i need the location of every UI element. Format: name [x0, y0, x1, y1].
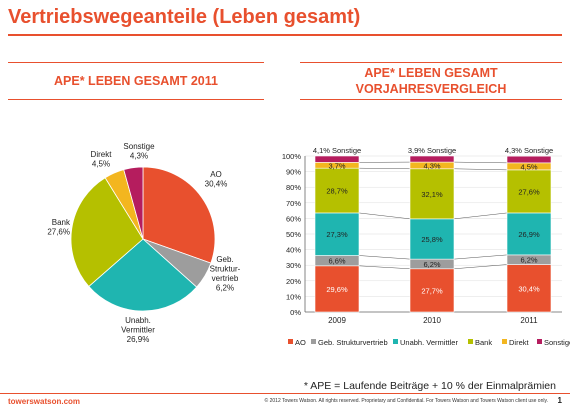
- legend-label-ao: AO: [295, 338, 306, 347]
- bar-label-geb-strukturvertrieb-2010: 6,2%: [423, 260, 440, 269]
- bar-segment-sonstige-2010: [410, 156, 454, 162]
- legend-label-unabh-vermittler: Unabh. Vermittler: [400, 338, 458, 347]
- bar-label-ao-2009: 29,6%: [326, 285, 348, 294]
- bar-label-sonstige-2011: 4,3% Sonstige: [505, 146, 553, 155]
- boundary-connector: [454, 162, 507, 163]
- pie-label-line: vertrieb: [212, 274, 239, 283]
- pie-label-line: Struktur-: [210, 265, 241, 274]
- y-tick-label: 30%: [286, 261, 301, 270]
- x-tick-label: 2010: [423, 316, 441, 325]
- pie-label-line: AO: [210, 170, 222, 179]
- pie-label-sonstige: Sonstige 4,3%: [123, 142, 155, 161]
- pie-label-line: 27,6%: [47, 228, 70, 237]
- brand-link[interactable]: towerswatson.com: [8, 397, 80, 406]
- pie-label-line: Direkt: [91, 150, 113, 159]
- pie-label-ao: AO 30,4%: [205, 170, 228, 189]
- bar-label-unabh-vermittler-2011: 26,9%: [518, 230, 540, 239]
- pie-label-line: Bank: [52, 218, 71, 227]
- bar-label-unabh-vermittler-2009: 27,3%: [326, 230, 348, 239]
- legend-label-geb-strukturvertrieb: Geb. Strukturvertrieb: [318, 338, 388, 347]
- bar-label-bank-2009: 28,7%: [326, 187, 348, 196]
- y-tick-label: 0%: [290, 308, 301, 317]
- bar-label-geb-strukturvertrieb-2011: 6,2%: [520, 256, 537, 265]
- pie-label-bank: Bank 27,6%: [47, 218, 71, 237]
- bar-label-sonstige-2009: 4,1% Sonstige: [313, 146, 361, 155]
- y-tick-label: 70%: [286, 199, 301, 208]
- pie-label-geb-strukturvertrieb: Geb. Struktur-vertrieb 6,2%: [210, 255, 241, 293]
- pie-label-line: 4,3%: [130, 152, 148, 161]
- boundary-connector: [359, 266, 410, 269]
- bar-label-direkt-2010: 4,3%: [423, 161, 440, 170]
- pie-label-line: 4,5%: [92, 160, 110, 169]
- boundary-connector: [359, 213, 410, 219]
- bar-label-geb-strukturvertrieb-2009: 6,6%: [328, 257, 345, 266]
- y-tick-label: 20%: [286, 277, 301, 286]
- ape-footnote: * APE = Laufende Beiträge + 10 % der Ein…: [304, 380, 556, 392]
- legend-swatch-unabh-vermittler: [393, 339, 398, 344]
- pie-label-direkt: Direkt 4,5%: [91, 150, 113, 169]
- pie-label-line: 6,2%: [216, 284, 234, 293]
- boundary-connector: [454, 255, 507, 259]
- bar-label-direkt-2011: 4,5%: [520, 162, 537, 171]
- pie-label-unabh-vermittler: Unabh. Vermittler 26,9%: [121, 316, 155, 344]
- y-tick-label: 10%: [286, 292, 301, 301]
- bar-label-ao-2011: 30,4%: [518, 284, 540, 293]
- y-tick-label: 40%: [286, 246, 301, 255]
- boundary-connector: [454, 213, 507, 219]
- bar-label-sonstige-2010: 3,9% Sonstige: [408, 146, 456, 155]
- legend-swatch-direkt: [502, 339, 507, 344]
- boundary-connector: [359, 168, 410, 169]
- bar-segment-sonstige-2011: [507, 156, 551, 163]
- legend-swatch-bank: [468, 339, 473, 344]
- bar-label-ao-2010: 27,7%: [421, 286, 443, 295]
- legend-swatch-geb-strukturvertrieb: [311, 339, 316, 344]
- legend-swatch-ao: [288, 339, 293, 344]
- bar-segment-sonstige-2009: [315, 156, 359, 162]
- pie-label-line: Geb.: [216, 255, 233, 264]
- legend-swatch-sonstige: [537, 339, 542, 344]
- legend-label-direkt: Direkt: [509, 338, 530, 347]
- x-tick-label: 2011: [520, 316, 538, 325]
- pie-label-line: 26,9%: [127, 335, 150, 344]
- page-number: 1: [558, 396, 562, 405]
- x-tick-label: 2009: [328, 316, 346, 325]
- legend-label-sonstige: Sonstige: [544, 338, 570, 347]
- bar-label-bank-2010: 32,1%: [421, 190, 443, 199]
- y-tick-label: 50%: [286, 230, 301, 239]
- y-tick-label: 60%: [286, 214, 301, 223]
- bar-label-bank-2011: 27,6%: [518, 187, 540, 196]
- pie-label-line: Unabh.: [125, 316, 151, 325]
- copyright-notice: © 2012 Towers Watson. All rights reserve…: [265, 398, 548, 404]
- pie-label-line: Vermittler: [121, 326, 155, 335]
- pie-label-line: Sonstige: [123, 142, 155, 151]
- boundary-connector: [359, 256, 410, 260]
- pie-label-line: 30,4%: [205, 180, 228, 189]
- footer-divider: [0, 393, 570, 394]
- bar-label-unabh-vermittler-2010: 25,8%: [421, 235, 443, 244]
- y-tick-label: 90%: [286, 168, 301, 177]
- pie-chart: AO 30,4% Geb. Struktur-vertrieb 6,2% Unabh. Ve…: [47, 142, 240, 344]
- stacked-bar-chart: 0% 10% 20% 30% 40% 50% 60% 70% 80% 90% 100% 29,6% 6,…: [282, 146, 570, 347]
- y-tick-label: 80%: [286, 183, 301, 192]
- boundary-connector: [454, 169, 507, 170]
- y-tick-label: 100%: [282, 152, 302, 161]
- legend-label-bank: Bank: [475, 338, 492, 347]
